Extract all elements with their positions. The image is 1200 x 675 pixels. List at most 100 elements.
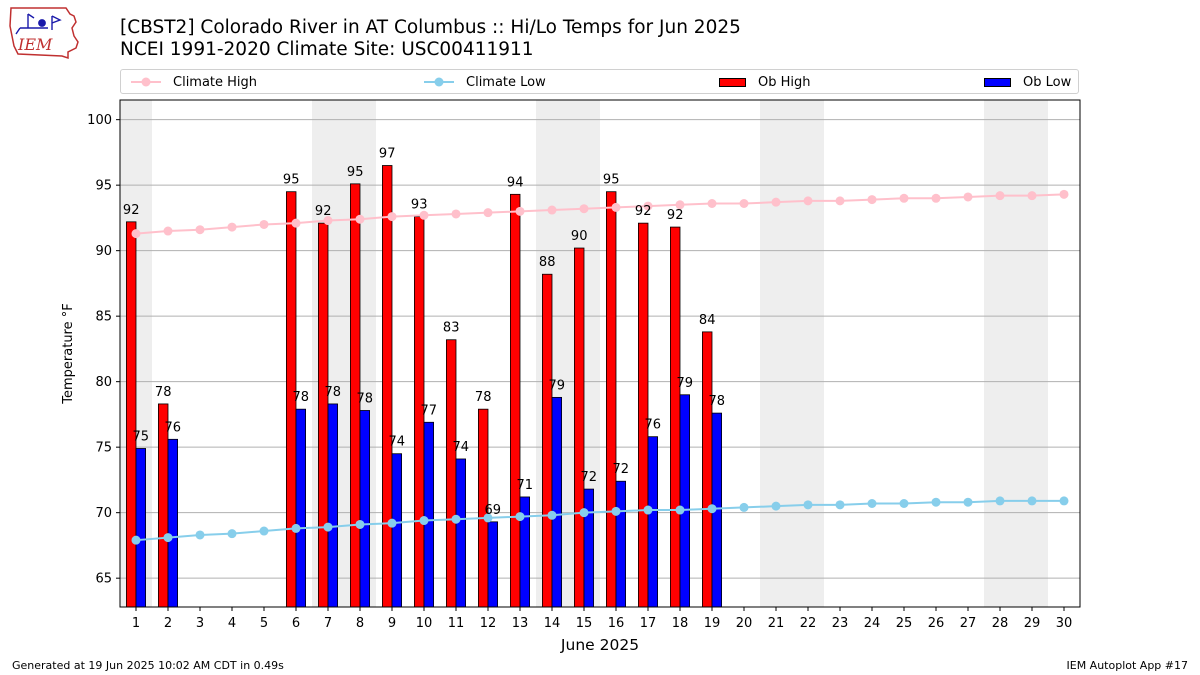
ob-low-value-label: 77: [421, 403, 438, 418]
ob-high-bar: [638, 222, 649, 608]
ob-low-value-label: 74: [453, 440, 470, 455]
climate-high-point: [323, 216, 333, 226]
climate-high-point: [771, 197, 781, 207]
legend-label-climate-high: Climate High: [173, 74, 258, 90]
climate-low-point: [995, 496, 1005, 506]
y-tick-label: 90: [95, 244, 112, 259]
x-tick-label: 27: [960, 616, 977, 631]
x-tick-label: 2: [164, 616, 172, 631]
ob-high-bar: [606, 191, 617, 608]
legend-label-ob-low: Ob Low: [1023, 74, 1072, 90]
ob-high-value-label: 83: [443, 321, 460, 336]
ob-low-value-label: 79: [677, 376, 694, 391]
climate-low-point: [515, 512, 525, 522]
ob-low-value-label: 78: [325, 385, 342, 400]
climate-low-point: [867, 499, 877, 509]
climate-low-point: [803, 500, 813, 510]
ob-low-value-label: 76: [645, 418, 662, 433]
x-tick-label: 23: [832, 616, 849, 631]
climate-low-point: [739, 502, 749, 512]
x-tick-label: 17: [640, 616, 657, 631]
y-tick-label: 100: [87, 113, 112, 128]
legend-label-ob-high: Ob High: [758, 74, 811, 90]
climate-high-point: [131, 229, 141, 239]
ob-high-bar: [317, 222, 329, 608]
climate-high-point: [995, 191, 1005, 201]
weekend-band: [1016, 100, 1048, 607]
ob-low-bar: [455, 458, 467, 608]
climate-high-point: [1059, 189, 1069, 199]
ob-low-value-label: 78: [357, 391, 374, 406]
climate-low-point: [611, 506, 621, 516]
ob-high-swatch: [719, 77, 746, 87]
ob-low-value-label: 71: [517, 478, 534, 493]
ob-high-value-label: 90: [571, 229, 588, 244]
x-tick-label: 25: [896, 616, 913, 631]
logo-text: IEM: [17, 35, 53, 54]
climate-low-line: [135, 499, 1064, 542]
climate-high-point: [483, 208, 493, 218]
climate-low-swatch: [424, 77, 454, 87]
climate-low-point: [291, 523, 301, 533]
climate-high-point: [803, 196, 813, 206]
ob-high-value-label: 95: [603, 173, 620, 188]
ob-low-bar: [583, 488, 595, 608]
ob-low-bar: [487, 521, 499, 608]
climate-low-point: [387, 518, 397, 528]
climate-low-point: [1027, 496, 1037, 506]
x-tick-label: 13: [512, 616, 529, 631]
ob-high-value-label: 78: [155, 385, 172, 400]
ob-low-bar: [391, 453, 403, 608]
ob-high-bar: [574, 247, 585, 608]
ob-low-bar: [359, 410, 371, 608]
x-tick-label: 1: [132, 616, 140, 631]
climate-low-point: [963, 497, 973, 507]
ob-low-value-label: 78: [709, 394, 726, 409]
ob-low-value-label: 79: [549, 378, 566, 393]
ob-high-value-label: 94: [507, 175, 524, 190]
ob-low-bar: [167, 438, 179, 608]
ob-low-swatch: [984, 77, 1011, 87]
climate-low-point: [227, 529, 237, 539]
plot-frame: [119, 99, 1081, 608]
climate-low-point: [483, 513, 493, 523]
ob-low-value-label: 72: [581, 470, 598, 485]
x-tick-label: 26: [928, 616, 945, 631]
ob-high-bar: [542, 273, 553, 608]
climate-high-point: [291, 218, 301, 228]
ob-low-bar: [679, 394, 691, 608]
y-tick-label: 65: [95, 572, 112, 587]
legend-item-ob-high: Ob High: [719, 73, 811, 91]
ob-low-bar: [327, 403, 339, 608]
climate-low-point: [547, 510, 557, 520]
x-tick-label: 20: [736, 616, 753, 631]
iem-logo: IEM: [9, 7, 79, 60]
x-tick-label: 21: [768, 616, 785, 631]
x-tick-label: 19: [704, 616, 721, 631]
ob-high-value-label: 78: [475, 390, 492, 405]
legend: Climate High Climate Low Ob High Ob Low: [120, 69, 1079, 94]
ob-high-bar: [509, 193, 521, 608]
climate-low-point: [707, 504, 717, 514]
ob-high-bar: [126, 221, 137, 608]
x-tick-label: 15: [576, 616, 593, 631]
x-tick-label: 14: [544, 616, 561, 631]
legend-label-climate-low: Climate Low: [466, 74, 546, 90]
climate-high-point: [899, 193, 909, 203]
ob-high-value-label: 92: [667, 208, 684, 223]
x-tick-label: 4: [228, 616, 236, 631]
climate-low-point: [931, 497, 941, 507]
climate-high-point: [419, 210, 429, 220]
climate-high-swatch: [131, 77, 161, 87]
x-tick-label: 10: [416, 616, 433, 631]
x-tick-label: 28: [992, 616, 1009, 631]
legend-item-climate-high: Climate High: [131, 73, 257, 91]
ob-high-value-label: 84: [699, 313, 716, 328]
y-tick-label: 95: [95, 179, 112, 194]
x-tick-label: 24: [864, 616, 881, 631]
climate-low-point: [131, 535, 141, 545]
climate-high-point: [1027, 191, 1037, 201]
y-tick-label: 75: [95, 441, 112, 456]
climate-high-point: [867, 195, 877, 205]
climate-high-point: [963, 192, 973, 202]
